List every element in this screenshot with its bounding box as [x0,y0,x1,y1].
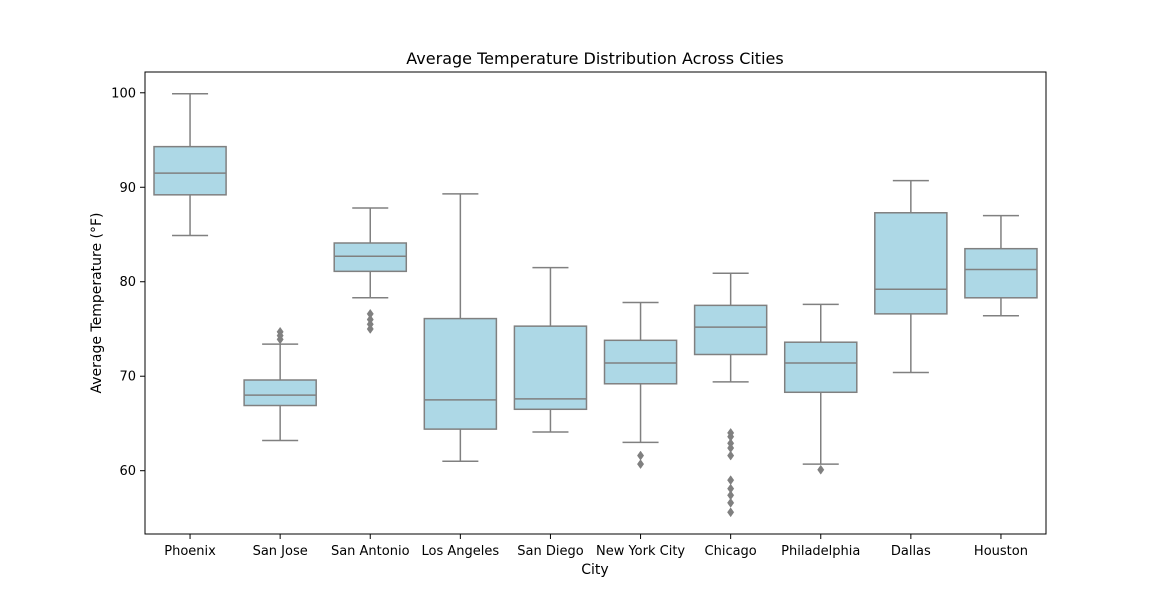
box-group [513,266,588,433]
box-group [243,326,317,442]
box-group [964,214,1038,317]
x-tick-label: Houston [974,544,1028,559]
outlier-point [727,450,735,461]
x-tick-label: Los Angeles [422,544,500,559]
axes-frame [144,71,1047,535]
outlier-point [727,507,735,518]
x-axis-label: City [581,562,608,578]
iqr-box [693,304,768,356]
chart-title: Average Temperature Distribution Across … [406,49,783,68]
x-tick-label: Phoenix [164,544,216,559]
y-tick-label: 90 [119,181,136,196]
outlier-point [637,450,645,461]
iqr-box [964,247,1038,299]
box-group [423,193,498,463]
x-tick-label: New York City [596,544,685,559]
outlier-point [727,483,735,494]
y-tick-label: 60 [119,464,136,479]
outlier-point [637,459,645,470]
outlier-point [727,438,735,449]
x-tick-label: Dallas [891,544,931,559]
outlier-point [727,427,735,438]
x-tick-label: San Jose [253,544,308,559]
box-group [783,303,858,475]
outlier-point [727,475,735,486]
box-group [603,301,678,470]
outlier-point [727,497,735,508]
iqr-box [874,212,948,315]
iqr-box [153,145,227,196]
x-tick-label: San Antonio [331,544,410,559]
y-tick-label: 100 [111,86,136,101]
outlier-point [276,326,284,337]
y-tick-label: 80 [119,275,136,290]
x-tick-label: Philadelphia [781,544,860,559]
box-group [153,92,227,237]
iqr-box [423,317,498,430]
outlier-point [817,464,825,475]
outlier-point [727,490,735,501]
box-group [693,272,768,518]
x-tick-label: San Diego [517,544,583,559]
iqr-box [783,341,858,394]
box-group [333,207,408,334]
iqr-box [333,242,408,273]
iqr-box [513,325,588,411]
plot-area [153,92,1038,518]
x-tick-label: Chicago [705,544,757,559]
box-group [874,179,948,374]
outlier-point [366,308,374,319]
y-tick-label: 70 [119,370,136,385]
outlier-point [366,314,374,325]
iqr-box [243,379,317,407]
y-axis-label: Average Temperature (°F) [89,212,105,393]
iqr-box [603,339,678,385]
